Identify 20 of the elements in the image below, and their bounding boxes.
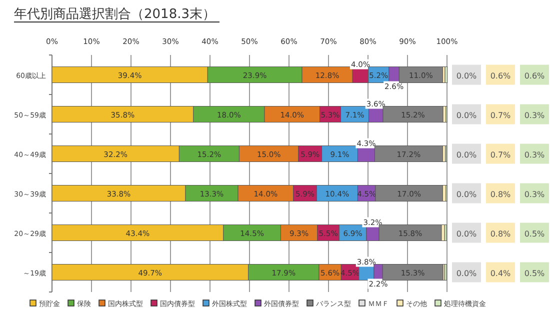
data-label: 0.3% [524, 110, 546, 120]
data-label: 0.5% [524, 268, 546, 278]
data-label: 0.3% [524, 150, 546, 160]
data-label: 0.6% [490, 71, 512, 80]
data-label: 0.7% [490, 110, 512, 120]
data-label: 0.8% [490, 229, 512, 238]
chart-title: 年代別商品選択割合（2018.3末） [14, 7, 216, 22]
data-label: 0.5% [524, 229, 546, 238]
data-label: 0.7% [490, 150, 512, 160]
data-label: 0.4% [490, 268, 512, 278]
data-label: 0.0% [456, 229, 478, 238]
data-label: 0.0% [456, 190, 478, 199]
data-label: 0.0% [456, 110, 478, 120]
data-label: 0.0% [456, 150, 478, 160]
data-label: 0.3% [524, 190, 546, 199]
data-label: 0.0% [456, 71, 478, 80]
data-label: 0.8% [490, 190, 512, 199]
data-label: 0.6% [524, 71, 546, 80]
data-label: 0.0% [456, 268, 478, 278]
bar [444, 66, 448, 83]
